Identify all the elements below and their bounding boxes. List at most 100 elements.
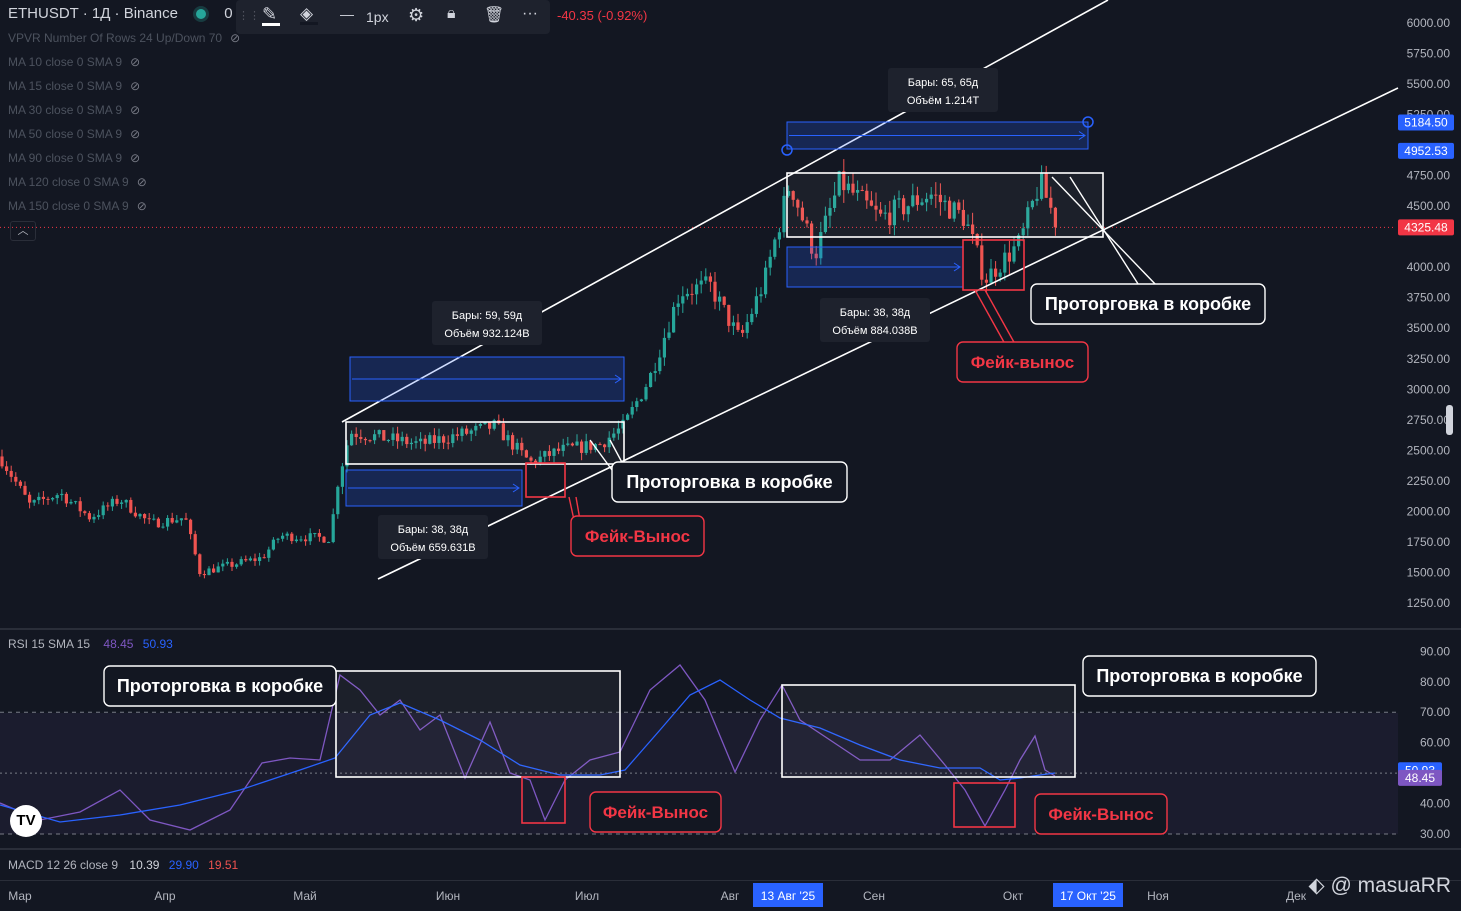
candle bbox=[690, 283, 694, 305]
settings-icon[interactable]: ⚙ bbox=[408, 5, 425, 25]
candle-body bbox=[478, 423, 482, 426]
pencil-icon[interactable]: ✎ bbox=[262, 4, 280, 26]
drawings[interactable] bbox=[341, 0, 1399, 580]
candle-body bbox=[865, 190, 869, 201]
indicator-item[interactable]: MA 90 close 0 SMA 9 ⊘ bbox=[8, 151, 140, 165]
indicator-item[interactable]: MA 30 close 0 SMA 9 ⊘ bbox=[8, 103, 140, 117]
candle-body bbox=[653, 371, 657, 373]
rsi-range-note[interactable]: Проторговка в коробке bbox=[103, 665, 337, 707]
symbol-line[interactable]: ETHUSDT · 1Д · Binance bbox=[8, 5, 178, 22]
lock-icon[interactable]: 🔒︎ bbox=[447, 5, 456, 22]
rsi-legend[interactable]: RSI 15 SMA 15 48.45 50.93 bbox=[8, 637, 173, 651]
candle bbox=[681, 286, 685, 313]
indicator-item[interactable]: MA 15 close 0 SMA 9 ⊘ bbox=[8, 79, 140, 93]
candle-body bbox=[285, 533, 289, 536]
candle-body bbox=[754, 296, 758, 314]
hidden-eye-icon[interactable]: ⊘ bbox=[130, 151, 141, 165]
hidden-eye-icon[interactable]: ⊘ bbox=[130, 127, 141, 141]
candle-body bbox=[340, 466, 344, 487]
candle-body bbox=[534, 460, 538, 464]
hidden-eye-icon[interactable]: ⊘ bbox=[136, 175, 147, 189]
candle bbox=[179, 518, 183, 526]
range-note[interactable]: Проторговка в коробке bbox=[1030, 283, 1266, 325]
price-tick-label: 1500.00 bbox=[1407, 565, 1451, 579]
macd-legend[interactable]: MACD 12 26 close 9 10.39 29.90 19.51 bbox=[8, 858, 238, 872]
hidden-eye-icon[interactable]: ⊘ bbox=[136, 199, 147, 213]
hidden-eye-icon[interactable]: ⊘ bbox=[130, 103, 141, 117]
candle bbox=[0, 449, 4, 469]
candle-body bbox=[718, 296, 722, 302]
candle-body bbox=[474, 425, 478, 431]
candle-body bbox=[51, 498, 55, 500]
candle bbox=[368, 439, 372, 443]
rsi-tick-label: 30.00 bbox=[1420, 827, 1450, 841]
price-tick-label: 4750.00 bbox=[1407, 169, 1451, 183]
more-icon[interactable]: ··· bbox=[522, 5, 538, 22]
candle bbox=[124, 499, 128, 508]
symbol-title[interactable]: ETHUSDT · 1Д · Binance 0 bbox=[8, 5, 233, 22]
time-label: Июн bbox=[436, 889, 460, 903]
range-note-frame bbox=[611, 461, 848, 503]
candle bbox=[51, 497, 55, 502]
candle bbox=[267, 546, 271, 562]
rsi-fakeout-note[interactable]: Фейк-Вынос bbox=[589, 791, 722, 833]
fakeout-note-text: Фейк-вынос bbox=[971, 353, 1074, 372]
hidden-eye-icon[interactable]: ⊘ bbox=[130, 79, 141, 93]
hidden-eye-icon[interactable]: ⊘ bbox=[230, 31, 241, 45]
price-tick-label: 2500.00 bbox=[1407, 443, 1451, 457]
candle bbox=[566, 436, 570, 447]
candle-body bbox=[110, 498, 114, 507]
candle-body bbox=[455, 434, 459, 436]
candle bbox=[515, 438, 519, 455]
tradingview-logo[interactable]: TV bbox=[10, 805, 42, 837]
candle bbox=[837, 170, 841, 197]
candle bbox=[41, 491, 45, 505]
indicator-item[interactable]: MA 50 close 0 SMA 9 ⊘ bbox=[8, 127, 140, 141]
indicator-item[interactable]: VPVR Number Of Rows 24 Up/Down 70 ⊘ bbox=[8, 31, 240, 45]
rsi-fakeout-note[interactable]: Фейк-Вынос bbox=[1034, 793, 1168, 835]
candle bbox=[511, 432, 515, 456]
line-width-label[interactable]: 1px bbox=[366, 9, 389, 25]
candle bbox=[244, 555, 248, 562]
indicator-item[interactable]: MA 120 close 0 SMA 9 ⊘ bbox=[8, 175, 147, 189]
fakeout-note[interactable]: Фейк-вынос bbox=[956, 341, 1089, 383]
time-highlight-label: 13 Авг '25 bbox=[761, 889, 816, 903]
candle-body bbox=[635, 401, 639, 408]
candle-body bbox=[129, 499, 133, 513]
candle bbox=[193, 530, 197, 556]
binance-icon: ⬖ bbox=[1308, 874, 1331, 897]
indicator-item[interactable]: MA 10 close 0 SMA 9 ⊘ bbox=[8, 55, 140, 69]
candle bbox=[768, 249, 772, 276]
candle-body bbox=[64, 493, 68, 504]
candle bbox=[892, 195, 896, 236]
callout-line bbox=[568, 496, 575, 521]
indicator-item[interactable]: MA 150 close 0 SMA 9 ⊘ bbox=[8, 199, 147, 213]
price-badge bbox=[1398, 114, 1454, 131]
candle bbox=[685, 288, 689, 300]
candle-body bbox=[768, 256, 772, 268]
collapse-legend-button[interactable]: ︿ bbox=[10, 221, 36, 241]
indicator-label: MA 10 close 0 SMA 9 bbox=[8, 55, 123, 69]
hidden-eye-icon[interactable]: ⊘ bbox=[130, 55, 141, 69]
measure-tooltip: Бары: 38, 38д Объём 884.038B bbox=[820, 298, 930, 342]
line-style-icon[interactable]: — bbox=[340, 6, 354, 22]
candle bbox=[166, 515, 170, 531]
trash-icon[interactable]: 🗑︎ bbox=[484, 7, 505, 24]
candle-body bbox=[193, 534, 197, 555]
candle bbox=[55, 493, 59, 505]
candle-body bbox=[741, 329, 745, 333]
candle-body bbox=[83, 511, 87, 514]
price-tick-label: 2250.00 bbox=[1407, 474, 1451, 488]
fakeout-note[interactable]: Фейк-Вынос bbox=[570, 515, 705, 557]
annotations[interactable]: Проторговка в коробке Проторговка в короб… bbox=[103, 68, 1317, 835]
fill-color-icon[interactable]: ◈ bbox=[300, 4, 318, 25]
candle bbox=[814, 246, 818, 266]
candle bbox=[317, 529, 321, 542]
drag-handle-icon[interactable]: ⋮⋮ bbox=[238, 10, 260, 22]
range-note[interactable]: Проторговка в коробке bbox=[611, 461, 848, 503]
candle-body bbox=[897, 198, 901, 200]
time-label: Авг bbox=[721, 889, 740, 903]
rsi-range-note[interactable]: Проторговка в коробке bbox=[1082, 655, 1317, 697]
candle bbox=[115, 495, 119, 507]
